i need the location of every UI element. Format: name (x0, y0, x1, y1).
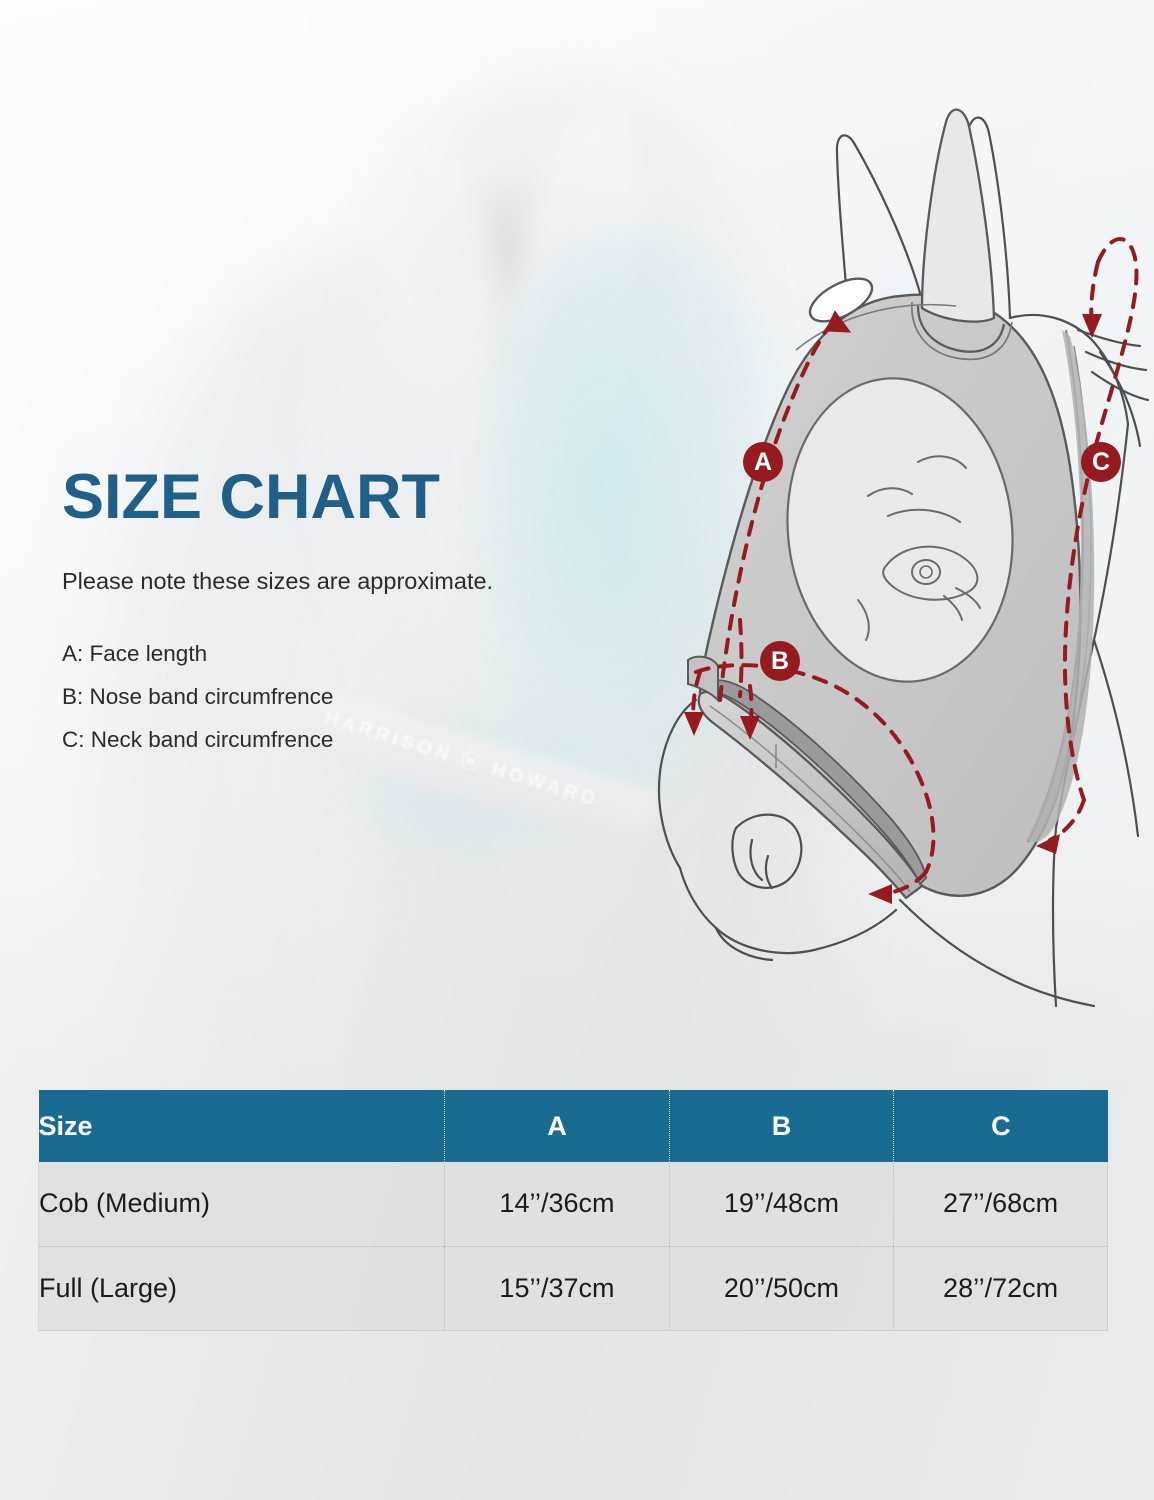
measurement-legend: A: Face length B: Nose band circumfrence… (62, 632, 662, 761)
horse-mask-illustration: A B C (600, 0, 1154, 1010)
horse-ear-through-mask (920, 108, 996, 323)
mask-ear-hole (808, 277, 874, 323)
cell-b: 19’’/48cm (669, 1162, 895, 1246)
horse-line-art (657, 116, 1150, 1008)
size-table-wrapper: Size A B C Cob (Medium) 14’’/36cm 19’’/4… (38, 1090, 1108, 1331)
measure-arrow-b2 (740, 716, 760, 740)
legend-item-c: C: Neck band circumfrence (62, 727, 334, 752)
legend-item-b: B: Nose band circumfrence (62, 684, 334, 709)
size-table-head: Size A B C (38, 1090, 1108, 1162)
cell-size: Cob (Medium) (38, 1162, 446, 1246)
measure-marker-c: C (1081, 442, 1121, 482)
legend-item-a: A: Face length (62, 641, 208, 666)
intro-text-block: SIZE CHART Please note these sizes are a… (62, 466, 662, 761)
cell-a: 15’’/37cm (444, 1246, 670, 1330)
measure-line-c (1063, 237, 1139, 802)
measure-marker-a-label: A (754, 448, 772, 476)
measure-arrow-c2 (1036, 834, 1060, 854)
measure-marker-c-label: C (1092, 448, 1110, 476)
cell-size: Full (Large) (38, 1246, 446, 1330)
measure-marker-a: A (743, 442, 783, 482)
table-row: Full (Large) 15’’/37cm 20’’/50cm 28’’/72… (38, 1246, 1108, 1330)
column-header-size: Size (38, 1090, 446, 1162)
measure-arrow-a (824, 310, 852, 333)
cell-b: 20’’/50cm (669, 1246, 895, 1330)
size-table: Size A B C Cob (Medium) 14’’/36cm 19’’/4… (38, 1090, 1108, 1331)
measure-marker-b-label: B (771, 647, 789, 675)
measure-arrow-c1 (1082, 314, 1102, 338)
measure-arrow-b1 (684, 712, 704, 736)
horse-eye-drawing (857, 455, 981, 641)
cell-c: 27’’/68cm (893, 1162, 1108, 1246)
size-table-body: Cob (Medium) 14’’/36cm 19’’/48cm 27’’/68… (38, 1162, 1108, 1330)
measure-marker-b: B (760, 641, 800, 681)
cell-a: 14’’/36cm (444, 1162, 670, 1246)
table-header-row: Size A B C (38, 1090, 1108, 1162)
measure-arrow-b3 (868, 884, 892, 904)
table-row: Cob (Medium) 14’’/36cm 19’’/48cm 27’’/68… (38, 1162, 1108, 1246)
column-header-a: A (444, 1090, 670, 1162)
measure-line-b (694, 663, 936, 874)
mask-eye-window (786, 377, 1014, 683)
cell-c: 28’’/72cm (893, 1246, 1108, 1330)
page-subtitle: Please note these sizes are approximate. (62, 568, 494, 594)
column-header-c: C (991, 1110, 1011, 1141)
page-title: SIZE CHART (62, 462, 440, 532)
column-header-b: B (669, 1090, 895, 1162)
